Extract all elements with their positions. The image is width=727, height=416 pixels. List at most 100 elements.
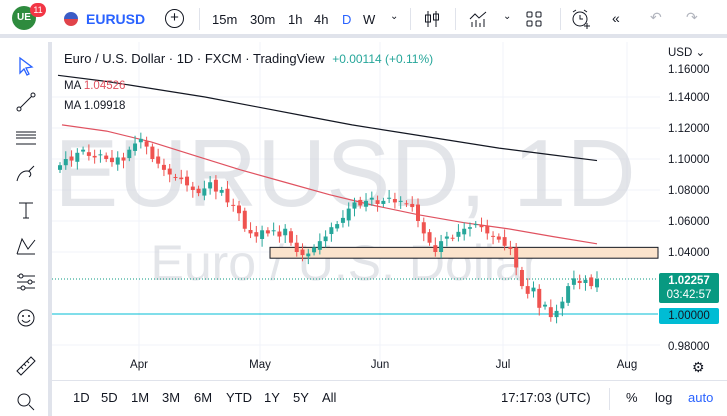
clock[interactable]: 17:17:03 (UTC) (501, 390, 591, 405)
chevron-down-icon[interactable]: ⌄ (390, 11, 399, 22)
range-all[interactable]: All (322, 390, 337, 405)
price-chart[interactable]: EURUSD, 1D Euro / U.S. Dollar 1.160001.1… (52, 42, 727, 416)
flag-icon (64, 12, 78, 26)
candle-body (144, 141, 149, 147)
support-zone[interactable] (269, 246, 659, 259)
chevron-down-icon[interactable]: ⌄ (503, 11, 512, 22)
candle-body (317, 241, 322, 250)
candle-body (566, 286, 571, 303)
price-axis[interactable]: 1.16000 1.14000 1.12000 1.10000 1.08000 1.060… (668, 64, 710, 353)
horizontal-lines-icon[interactable] (14, 126, 38, 150)
auto-toggle[interactable]: auto (688, 390, 714, 405)
price-tick: 1.10000 (668, 154, 710, 166)
ma-slow-legend[interactable]: MA 1.09918 (64, 100, 126, 112)
candle-body (346, 208, 351, 221)
level-price-label: 1.00000 (659, 308, 719, 324)
zone-rect[interactable] (269, 246, 659, 259)
ma-fast-legend[interactable]: MA 1.04526 (64, 80, 126, 92)
ruler-icon[interactable] (14, 354, 38, 378)
prediction-icon[interactable] (14, 270, 38, 294)
ma-fast-line[interactable] (61, 124, 598, 245)
candle-body (571, 278, 576, 285)
candles-icon[interactable] (423, 9, 441, 29)
candle-body (537, 288, 542, 308)
candle-body (421, 222, 426, 234)
range-5d[interactable]: 5D (101, 390, 118, 405)
candle-body (92, 155, 97, 158)
candle-body (161, 164, 166, 170)
replay-icon[interactable]: « (612, 10, 620, 26)
range-6m[interactable]: 6M (194, 390, 213, 405)
range-3m[interactable]: 3M (162, 390, 181, 405)
candle-body (398, 200, 403, 202)
candle-body (265, 230, 270, 234)
text-icon[interactable] (14, 198, 38, 222)
brush-icon[interactable] (14, 162, 38, 186)
smiley-icon[interactable] (14, 306, 38, 330)
candle-body (323, 236, 328, 242)
settings-gear-icon[interactable]: ⚙ (692, 359, 705, 375)
trend-line-icon[interactable] (14, 90, 38, 114)
interval-4h[interactable]: 4h (314, 12, 329, 27)
price-tick: 1.16000 (668, 64, 710, 76)
candle-body (260, 230, 265, 239)
candle-body (352, 202, 357, 209)
candle-body (156, 156, 161, 164)
candle-body (479, 225, 484, 228)
candle-body (58, 165, 62, 170)
time-axis[interactable]: Apr May Jun Jul Aug (130, 359, 637, 371)
candle-body (75, 152, 80, 162)
currency-selector[interactable]: USD ⌄ (668, 47, 705, 59)
candle-body (410, 203, 415, 208)
price-tick: 1.04000 (668, 247, 710, 259)
indicators-icon[interactable] (468, 9, 488, 29)
candle-body (502, 237, 507, 246)
zoom-icon[interactable] (14, 390, 38, 414)
range-1y[interactable]: 1Y (264, 390, 280, 405)
range-1d[interactable]: 1D (73, 390, 90, 405)
time-tick: Jul (496, 359, 511, 371)
candle-body (179, 177, 184, 180)
candle-body (508, 247, 513, 249)
log-toggle[interactable]: log (655, 390, 673, 405)
candle-body (219, 190, 224, 193)
interval-1h[interactable]: 1h (288, 12, 303, 27)
candle-body (462, 228, 467, 235)
range-5y[interactable]: 5Y (293, 390, 309, 405)
candle-body (242, 210, 247, 229)
interval-w[interactable]: W (363, 12, 376, 27)
candle-body (133, 143, 138, 151)
ma-slow-line[interactable] (57, 74, 598, 162)
symbol-search[interactable]: EURUSD (86, 11, 146, 27)
percent-toggle[interactable]: % (626, 390, 638, 405)
candle-body (167, 168, 172, 175)
cursor-icon[interactable] (14, 54, 38, 78)
range-ytd[interactable]: YTD (226, 390, 252, 405)
redo-icon[interactable]: ↷ (686, 9, 698, 25)
undo-icon[interactable]: ↶ (650, 9, 662, 25)
candle-body (519, 269, 524, 287)
candle-body (127, 149, 132, 159)
candles (58, 132, 599, 324)
compare-add-icon[interactable]: + (165, 9, 184, 28)
candle-body (404, 203, 409, 205)
candle-body (543, 304, 548, 307)
pattern-icon[interactable] (14, 234, 38, 258)
interval-d[interactable]: D (342, 12, 352, 27)
chart-legend: Euro / U.S. Dollar · 1D · FXCM · Trading… (64, 51, 433, 66)
candle-body (577, 280, 582, 283)
layout-grid-icon[interactable] (525, 10, 543, 28)
candle-body (392, 198, 397, 203)
candle-body (254, 232, 259, 237)
interval-30m[interactable]: 30m (250, 12, 276, 27)
candle-body (283, 228, 288, 236)
range-1m[interactable]: 1M (131, 390, 150, 405)
candle-body (294, 242, 299, 252)
alarm-icon[interactable] (570, 8, 592, 30)
candle-body (560, 301, 565, 309)
candle-body (138, 138, 143, 143)
candle-body (81, 149, 86, 152)
interval-15m[interactable]: 15m (212, 12, 238, 27)
candle-body (306, 253, 311, 257)
candle-body (63, 159, 68, 166)
